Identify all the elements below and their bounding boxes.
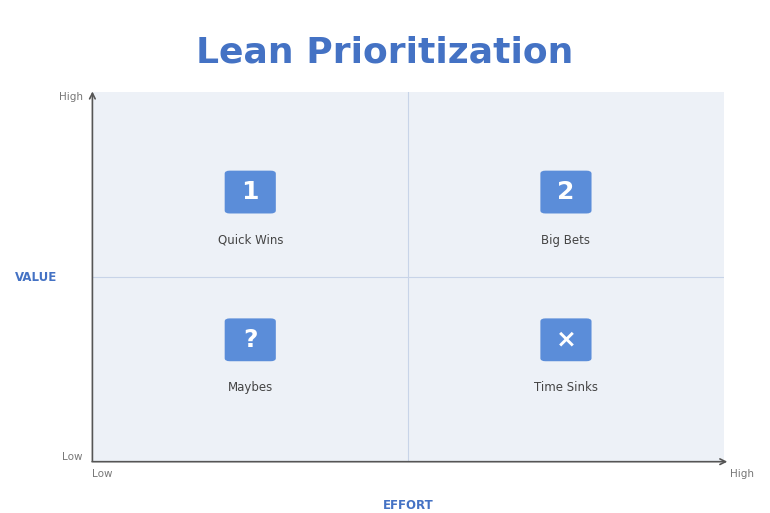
Text: 2: 2 xyxy=(557,180,574,204)
Text: Low: Low xyxy=(92,469,113,479)
Text: VALUE: VALUE xyxy=(15,270,57,284)
FancyBboxPatch shape xyxy=(225,319,276,361)
Text: 1: 1 xyxy=(242,180,259,204)
Text: High: High xyxy=(730,469,754,479)
Text: Maybes: Maybes xyxy=(228,381,273,394)
FancyBboxPatch shape xyxy=(225,171,276,213)
Text: Big Bets: Big Bets xyxy=(541,233,591,247)
Text: Lean Prioritization: Lean Prioritization xyxy=(196,36,574,70)
FancyBboxPatch shape xyxy=(541,171,591,213)
Text: ?: ? xyxy=(243,328,257,352)
Text: High: High xyxy=(59,92,83,102)
Text: Time Sinks: Time Sinks xyxy=(534,381,598,394)
FancyBboxPatch shape xyxy=(92,92,724,462)
Text: Quick Wins: Quick Wins xyxy=(217,233,283,247)
FancyBboxPatch shape xyxy=(541,319,591,361)
Text: Low: Low xyxy=(62,452,83,462)
Text: EFFORT: EFFORT xyxy=(383,499,434,511)
Text: ×: × xyxy=(555,328,577,352)
